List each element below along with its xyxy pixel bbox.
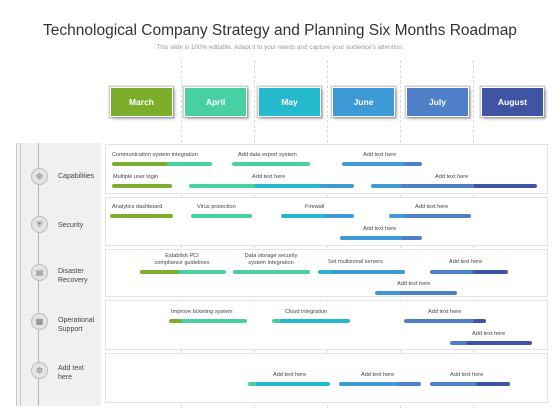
task-bar bbox=[404, 319, 486, 323]
task-label: Firewall bbox=[305, 204, 325, 210]
month-july: July bbox=[406, 87, 469, 117]
task-label: Improve ticketing system bbox=[171, 309, 233, 315]
task-bar bbox=[281, 214, 354, 218]
gear-hand-icon: ⚙ bbox=[31, 168, 48, 185]
settings-icon: ⚙ bbox=[31, 362, 48, 379]
task-label: Add text here bbox=[435, 174, 469, 180]
task-label: Multiple user login bbox=[113, 174, 159, 180]
task-label: Communication system integration bbox=[112, 152, 198, 158]
month-april: April bbox=[184, 87, 247, 117]
task-label: Add text here bbox=[363, 152, 397, 158]
row-operational-support bbox=[105, 300, 548, 350]
task-label: Add text here bbox=[397, 281, 431, 287]
task-label: Cloud integration bbox=[285, 309, 328, 315]
task-label: Analytics dashboard bbox=[112, 204, 163, 210]
category-label-capabilities: Capabilities bbox=[58, 173, 95, 180]
task-bar bbox=[233, 270, 310, 274]
month-june: June bbox=[332, 87, 395, 117]
task-bar bbox=[189, 184, 354, 188]
task-label: Add text here bbox=[428, 309, 462, 315]
row-add-text bbox=[105, 353, 548, 403]
category-sidebar bbox=[16, 143, 101, 406]
task-bar bbox=[342, 162, 422, 166]
task-bar bbox=[318, 270, 405, 274]
document-icon: ▦ bbox=[31, 313, 48, 330]
task-bar bbox=[340, 236, 422, 240]
task-bar bbox=[371, 184, 537, 188]
task-label: Add text here bbox=[361, 372, 395, 378]
page-subtitle: This slide is 100% editable. Adapt it to… bbox=[156, 44, 404, 51]
task-bar bbox=[248, 382, 330, 386]
task-bar bbox=[272, 319, 350, 323]
task-bar bbox=[339, 382, 421, 386]
task-label: Add text here bbox=[415, 204, 449, 210]
task-bar bbox=[110, 214, 173, 218]
task-bar bbox=[191, 214, 252, 218]
month-august: August bbox=[481, 87, 544, 117]
shield-icon: ⛨ bbox=[31, 216, 48, 233]
category-label-disaster-recovery: Disaster Recovery bbox=[58, 268, 88, 284]
task-label: Add text here bbox=[273, 372, 307, 378]
task-bar bbox=[232, 162, 310, 166]
task-label: Add text here bbox=[252, 174, 286, 180]
task-label: Establish PCI compliance guidelines bbox=[154, 253, 210, 266]
task-label: Data storage security system integration bbox=[244, 253, 298, 266]
server-icon: ▤ bbox=[31, 264, 48, 281]
month-may: May bbox=[258, 87, 321, 117]
task-label: Virus protection bbox=[197, 204, 236, 210]
task-bar bbox=[389, 214, 471, 218]
task-bar bbox=[140, 270, 226, 274]
page-title: Technological Company Strategy and Plann… bbox=[43, 22, 517, 39]
task-label: Add text here bbox=[449, 259, 483, 265]
task-bar bbox=[112, 162, 212, 166]
category-label-operational-support: Operational Support bbox=[58, 317, 95, 333]
month-march: March bbox=[110, 87, 173, 117]
task-bar bbox=[430, 382, 510, 386]
task-bar bbox=[430, 270, 508, 274]
category-label-add-text: Add text here bbox=[58, 365, 84, 381]
task-label: Add text here bbox=[450, 372, 484, 378]
task-bar bbox=[450, 341, 532, 345]
task-bar bbox=[112, 184, 172, 188]
row-security bbox=[105, 197, 548, 246]
task-label: Set multizonal servers bbox=[328, 259, 384, 265]
task-label: Add text here bbox=[363, 226, 397, 232]
task-label: Add data export system bbox=[238, 152, 297, 158]
category-label-security: Security bbox=[58, 222, 84, 229]
task-label: Add text here bbox=[472, 331, 506, 337]
task-bar bbox=[375, 291, 457, 295]
task-bar bbox=[169, 319, 247, 323]
